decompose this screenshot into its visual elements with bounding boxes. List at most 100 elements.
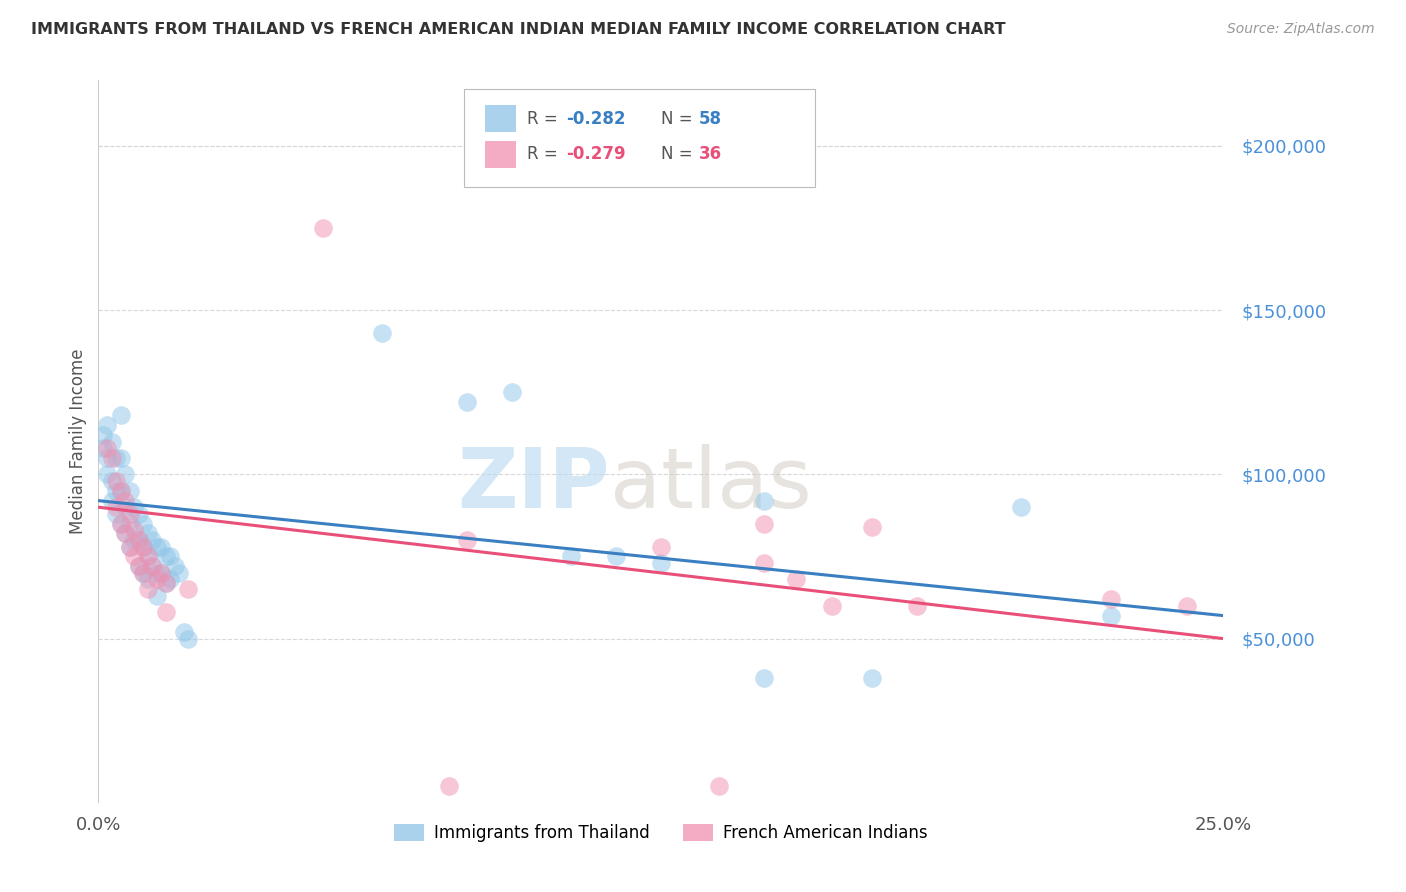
Point xyxy=(169,566,191,580)
Point xyxy=(118,540,141,554)
Point xyxy=(96,467,118,482)
Legend: Immigrants from Thailand, French American Indians: Immigrants from Thailand, French America… xyxy=(387,817,935,848)
Point xyxy=(118,483,141,498)
Point xyxy=(146,540,169,554)
Point xyxy=(141,559,163,574)
Text: -0.279: -0.279 xyxy=(567,145,626,163)
Point xyxy=(155,549,177,564)
Point xyxy=(159,573,181,587)
Point xyxy=(456,395,478,409)
Text: ZIP: ZIP xyxy=(458,444,610,525)
Point xyxy=(110,483,132,498)
Point xyxy=(124,549,146,564)
Point xyxy=(124,523,146,537)
Point xyxy=(118,540,141,554)
Point xyxy=(136,573,159,587)
Point xyxy=(905,599,928,613)
Point xyxy=(114,493,136,508)
Point xyxy=(96,441,118,455)
Point xyxy=(101,474,124,488)
Text: R =: R = xyxy=(527,145,564,163)
Point xyxy=(650,540,672,554)
Point xyxy=(101,434,124,449)
Point xyxy=(132,516,155,531)
Point xyxy=(114,526,136,541)
Point xyxy=(173,625,195,640)
Point xyxy=(650,556,672,570)
Point xyxy=(709,780,731,794)
Point xyxy=(150,566,173,580)
Point xyxy=(136,549,159,564)
Point xyxy=(312,221,335,235)
Text: IMMIGRANTS FROM THAILAND VS FRENCH AMERICAN INDIAN MEDIAN FAMILY INCOME CORRELAT: IMMIGRANTS FROM THAILAND VS FRENCH AMERI… xyxy=(31,22,1005,37)
Text: atlas: atlas xyxy=(610,444,811,525)
Text: Source: ZipAtlas.com: Source: ZipAtlas.com xyxy=(1227,22,1375,37)
Point xyxy=(163,559,186,574)
Point xyxy=(136,526,159,541)
Point xyxy=(155,575,177,590)
Point xyxy=(132,566,155,580)
Point xyxy=(110,516,132,531)
Point xyxy=(146,573,169,587)
Point xyxy=(177,632,200,646)
Point xyxy=(124,500,146,515)
Point xyxy=(501,385,523,400)
Point xyxy=(114,526,136,541)
Point xyxy=(132,566,155,580)
Point xyxy=(1099,608,1122,623)
Point xyxy=(105,500,128,515)
Point xyxy=(371,326,394,341)
Point xyxy=(155,605,177,619)
Point xyxy=(101,493,124,508)
Point xyxy=(1175,599,1198,613)
Point xyxy=(439,780,461,794)
Point xyxy=(105,474,128,488)
Point xyxy=(141,559,163,574)
Point xyxy=(605,549,627,564)
Text: -0.282: -0.282 xyxy=(567,110,626,128)
Point xyxy=(128,533,150,547)
Point xyxy=(754,516,776,531)
Point xyxy=(128,533,150,547)
Point xyxy=(128,507,150,521)
Point xyxy=(110,516,132,531)
Point xyxy=(560,549,582,564)
Point xyxy=(136,582,159,597)
Point xyxy=(1099,592,1122,607)
Point xyxy=(146,589,169,603)
Point xyxy=(860,520,883,534)
Point xyxy=(132,540,155,554)
Point xyxy=(128,559,150,574)
Point xyxy=(456,533,478,547)
Point xyxy=(860,671,883,685)
Point xyxy=(128,559,150,574)
Point xyxy=(105,507,128,521)
Text: R =: R = xyxy=(527,110,564,128)
Point xyxy=(821,599,844,613)
Text: N =: N = xyxy=(661,145,697,163)
Point xyxy=(150,540,173,554)
Point xyxy=(124,533,146,547)
Text: 36: 36 xyxy=(699,145,721,163)
Point xyxy=(136,549,159,564)
Point xyxy=(150,566,173,580)
Point xyxy=(110,409,132,423)
Point xyxy=(118,516,141,531)
Point xyxy=(114,467,136,482)
Point xyxy=(105,450,128,465)
Point xyxy=(177,582,200,597)
Point xyxy=(105,483,128,498)
Point xyxy=(159,549,181,564)
Point xyxy=(141,533,163,547)
Text: 58: 58 xyxy=(699,110,721,128)
Point xyxy=(146,566,169,580)
Point xyxy=(110,450,132,465)
Point xyxy=(155,575,177,590)
Point xyxy=(118,507,141,521)
Point xyxy=(785,573,807,587)
Y-axis label: Median Family Income: Median Family Income xyxy=(69,349,87,534)
Point xyxy=(91,428,114,442)
Point xyxy=(96,418,118,433)
Point xyxy=(754,493,776,508)
Point xyxy=(110,483,132,498)
